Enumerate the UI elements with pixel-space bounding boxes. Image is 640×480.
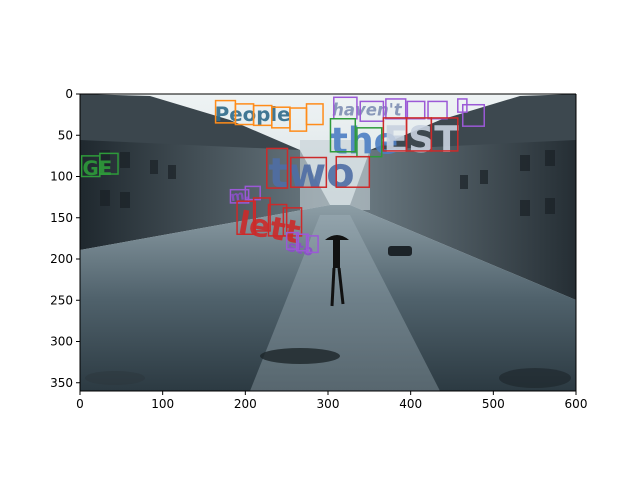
x-tick-label: 0 [76, 397, 84, 411]
bounding-box [427, 100, 448, 120]
bounding-box [295, 233, 309, 252]
overlay-word: EST [383, 118, 459, 161]
bounding-boxes [80, 96, 485, 254]
bounding-box [359, 100, 385, 122]
y-tick-label: 200 [50, 252, 73, 266]
y-tick-label: 50 [58, 128, 73, 142]
y-tick-label: 250 [50, 293, 73, 307]
x-tick-label: 500 [482, 397, 505, 411]
bounding-box [430, 117, 459, 152]
bounding-box [99, 152, 119, 175]
bounding-box [335, 155, 371, 188]
y-tick-label: 150 [50, 211, 73, 225]
bounding-box [290, 156, 328, 188]
x-tick-label: 200 [234, 397, 257, 411]
bounding-box [266, 147, 289, 189]
bounding-box [385, 98, 407, 120]
bounding-box [244, 185, 261, 201]
y-tick-label: 300 [50, 335, 73, 349]
bounding-box [305, 103, 324, 126]
bounding-box [285, 231, 299, 250]
x-tick-label: 600 [565, 397, 588, 411]
y-axis-ticks: 0 50 100 150 200 250 300 350 [50, 87, 80, 390]
bounding-box [461, 103, 485, 127]
y-tick-label: 350 [50, 376, 73, 390]
bounding-box [329, 118, 357, 153]
overlay-word: haven't [332, 100, 403, 119]
overlay-word: the [330, 119, 398, 162]
bounding-box [282, 207, 303, 237]
street-photo [80, 94, 576, 391]
x-tick-label: 300 [317, 397, 340, 411]
bounding-box [406, 100, 426, 120]
bounding-box [252, 197, 271, 232]
bounding-box [236, 200, 257, 235]
x-axis-ticks: 0 100 200 300 400 500 600 [76, 391, 587, 411]
y-tick-label: 0 [65, 87, 73, 101]
x-tick-label: 400 [399, 397, 422, 411]
y-tick-label: 100 [50, 170, 73, 184]
x-tick-label: 100 [151, 397, 174, 411]
bounding-box [267, 203, 288, 237]
bounding-box [229, 188, 250, 204]
bounding-box [305, 235, 319, 254]
